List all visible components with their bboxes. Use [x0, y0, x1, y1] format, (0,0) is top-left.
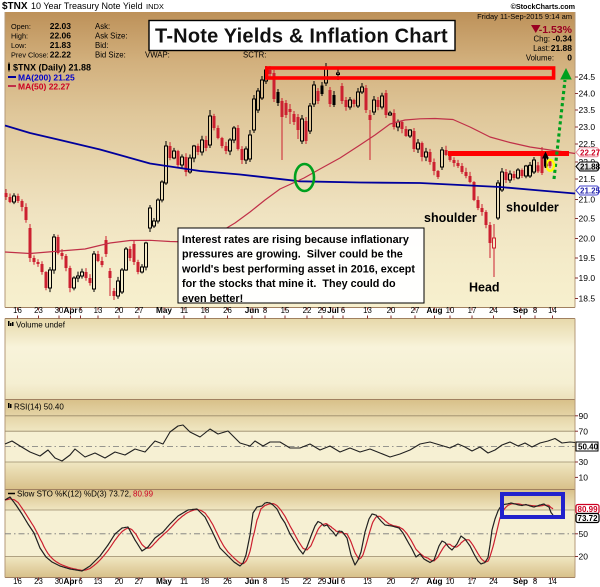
svg-text:26: 26 — [223, 577, 232, 586]
svg-text:©StockCharts.com: ©StockCharts.com — [511, 2, 575, 11]
svg-text:70: 70 — [579, 426, 589, 436]
svg-text:Volume undef: Volume undef — [16, 321, 66, 330]
svg-text:21.88: 21.88 — [580, 163, 600, 172]
svg-text:Slow STO %K(12) %D(3) 73.72,: Slow STO %K(12) %D(3) 73.72, — [17, 490, 131, 499]
svg-text:13: 13 — [363, 577, 372, 586]
svg-text:24.5: 24.5 — [579, 72, 596, 82]
svg-text:VWAP:: VWAP: — [145, 51, 170, 60]
svg-text:INDX: INDX — [146, 2, 164, 11]
svg-text:22.22: 22.22 — [50, 50, 72, 60]
svg-text:21.25: 21.25 — [580, 187, 600, 196]
svg-text:MA(50) 22.27: MA(50) 22.27 — [18, 82, 70, 92]
svg-text:Open:: Open: — [11, 22, 31, 31]
svg-text:22.03: 22.03 — [50, 21, 72, 31]
svg-text:-0.34: -0.34 — [553, 34, 573, 44]
svg-text:for the stocks that mine it.: for the stocks that mine it. They could … — [182, 278, 396, 290]
svg-text:50: 50 — [579, 529, 589, 539]
svg-text:Sep: Sep — [513, 577, 528, 586]
svg-text:15: 15 — [281, 577, 290, 586]
svg-text:22.06: 22.06 — [50, 31, 72, 41]
svg-text:18.5: 18.5 — [579, 294, 596, 304]
svg-text:May: May — [156, 577, 172, 586]
svg-text:Prev Close:: Prev Close: — [11, 51, 49, 60]
svg-text:10: 10 — [446, 577, 455, 586]
svg-text:Ask:: Ask: — [95, 22, 110, 31]
svg-text:17: 17 — [468, 577, 477, 586]
svg-text:27: 27 — [411, 577, 420, 586]
svg-text:30: 30 — [579, 457, 589, 467]
svg-text:10: 10 — [579, 473, 589, 483]
svg-text:$TNX (Daily) 21.88: $TNX (Daily) 21.88 — [13, 63, 91, 73]
svg-text:22: 22 — [303, 577, 312, 586]
svg-text:21.0: 21.0 — [579, 195, 596, 205]
svg-text:Low:: Low: — [11, 41, 26, 50]
svg-text:13: 13 — [94, 577, 103, 586]
svg-text:0: 0 — [567, 53, 572, 63]
svg-text:21.83: 21.83 — [50, 40, 72, 50]
svg-text:30: 30 — [55, 577, 64, 586]
svg-text:19.5: 19.5 — [579, 253, 596, 263]
svg-text:8: 8 — [533, 577, 537, 586]
svg-text:20.0: 20.0 — [579, 234, 596, 244]
svg-text:High:: High: — [11, 32, 28, 41]
svg-text:shoulder: shoulder — [424, 211, 477, 225]
svg-text:6: 6 — [78, 577, 82, 586]
svg-text:Jun: Jun — [245, 577, 260, 586]
svg-text:pressures are growing. Silver: pressures are growing. Silver could be t… — [182, 249, 403, 261]
svg-text:Friday 11-Sep-2015 9:14 am: Friday 11-Sep-2015 9:14 am — [477, 12, 572, 21]
svg-text:Chg:: Chg: — [534, 35, 550, 44]
svg-text:21.5: 21.5 — [579, 174, 596, 184]
svg-text:world's best performing asset: world's best performing asset in 2016, e… — [181, 263, 415, 275]
svg-text:8: 8 — [263, 577, 267, 586]
svg-text:27: 27 — [135, 577, 144, 586]
svg-text:Aug: Aug — [427, 577, 443, 586]
svg-text:Ask Size:: Ask Size: — [95, 32, 128, 41]
svg-text:24: 24 — [489, 577, 498, 586]
svg-text:MA(200) 21.25: MA(200) 21.25 — [18, 73, 75, 83]
svg-text:Bid Size:: Bid Size: — [95, 51, 126, 60]
svg-text:Last:: Last: — [533, 44, 550, 53]
svg-text:Head: Head — [469, 281, 500, 295]
svg-text:16: 16 — [13, 577, 22, 586]
svg-text:14: 14 — [548, 577, 557, 586]
svg-text:T-Note Yields & Inflation Char: T-Note Yields & Inflation Chart — [155, 26, 448, 48]
svg-text:-1.53%: -1.53% — [539, 24, 573, 36]
svg-text:Volume:: Volume: — [526, 54, 554, 63]
svg-text:21.88: 21.88 — [551, 43, 573, 53]
svg-text:SCTR:: SCTR: — [243, 51, 266, 60]
svg-text:20: 20 — [115, 577, 124, 586]
svg-text:22.27: 22.27 — [580, 148, 600, 157]
svg-text:80.99: 80.99 — [133, 490, 154, 499]
svg-text:Bid:: Bid: — [95, 41, 108, 50]
svg-text:Apr: Apr — [63, 577, 78, 586]
svg-text:90: 90 — [579, 411, 589, 421]
svg-text:20.5: 20.5 — [579, 214, 596, 224]
svg-text:Interest rates are rising beca: Interest rates are rising because inflat… — [182, 234, 409, 246]
svg-text:Jul: Jul — [327, 577, 339, 586]
svg-text:11: 11 — [180, 577, 188, 586]
svg-text:23: 23 — [34, 577, 43, 586]
svg-text:22.5: 22.5 — [579, 139, 596, 149]
svg-text:$TNX: $TNX — [2, 1, 28, 12]
svg-text:RSI(14) 50.40: RSI(14) 50.40 — [14, 403, 64, 412]
svg-text:shoulder: shoulder — [506, 201, 559, 215]
svg-text:24.0: 24.0 — [579, 89, 596, 99]
svg-text:18: 18 — [201, 577, 210, 586]
svg-text:73.72: 73.72 — [578, 514, 599, 523]
svg-text:20: 20 — [387, 577, 396, 586]
svg-text:50.40: 50.40 — [578, 442, 599, 451]
svg-text:29: 29 — [318, 577, 327, 586]
svg-text:23.5: 23.5 — [579, 105, 596, 115]
svg-text:80.99: 80.99 — [578, 505, 599, 514]
svg-text:even better!: even better! — [182, 293, 243, 305]
svg-text:10 Year Treasury Note Yield: 10 Year Treasury Note Yield — [31, 1, 143, 11]
svg-text:6: 6 — [341, 577, 345, 586]
svg-text:23.0: 23.0 — [579, 122, 596, 132]
svg-text:20: 20 — [579, 552, 589, 562]
svg-text:19.0: 19.0 — [579, 273, 596, 283]
